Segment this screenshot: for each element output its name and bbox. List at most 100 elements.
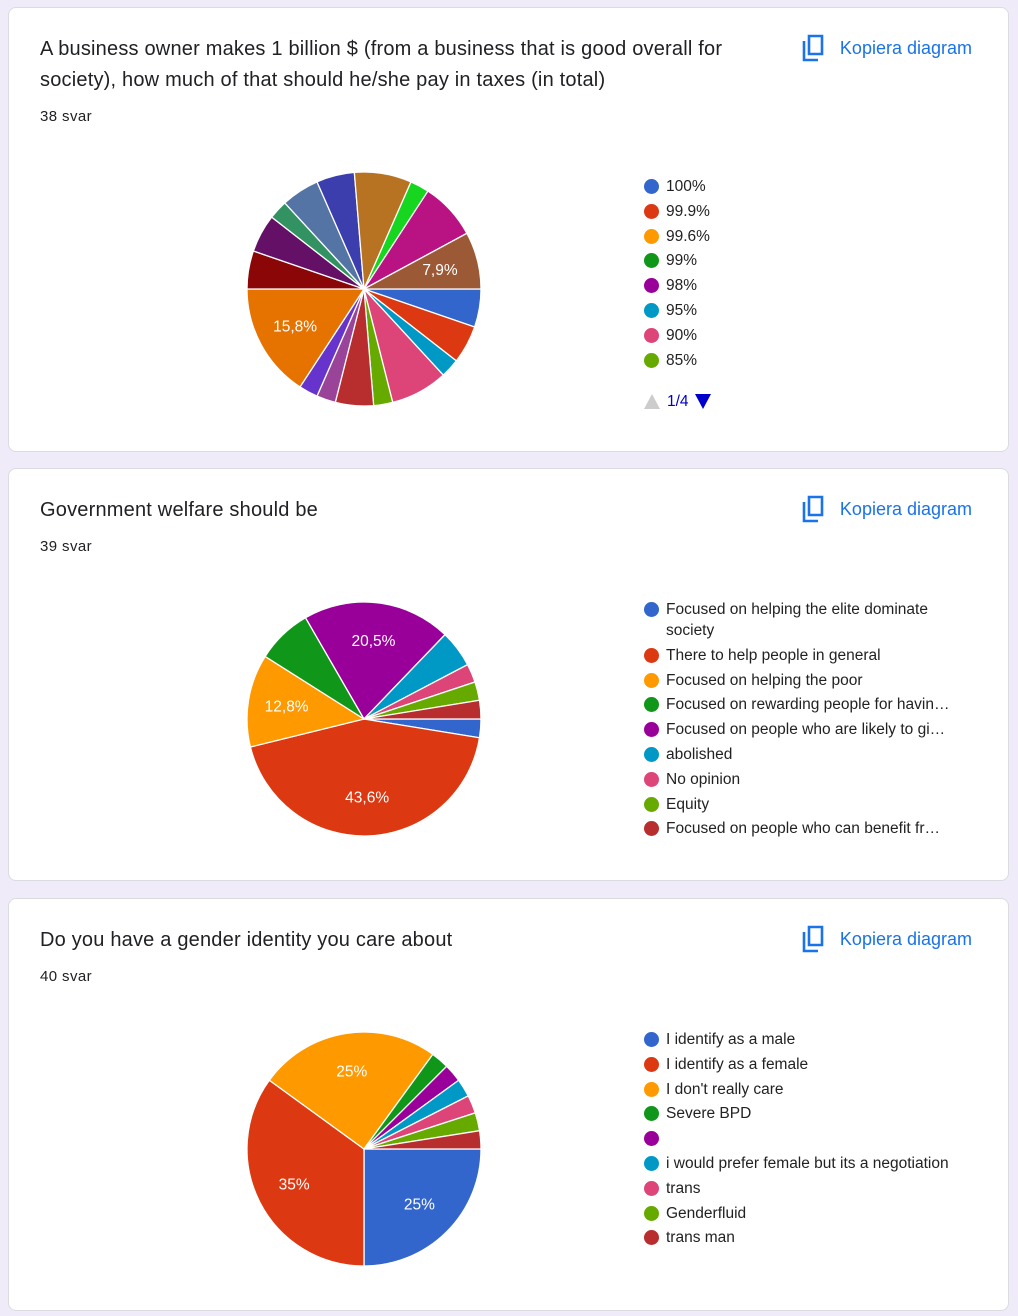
legend-label: 99.9%	[666, 202, 710, 220]
legend-item[interactable]: 99.9%	[643, 201, 973, 222]
legend-label: trans	[666, 1179, 701, 1197]
pie-slice[interactable]	[268, 1031, 434, 1150]
chart-legend: I identify as a male I identify as a fema…	[643, 1029, 973, 1252]
legend-item[interactable]: There to help people in general	[643, 645, 973, 666]
legend-item[interactable]: 99.6%	[643, 226, 973, 247]
pie-slice[interactable]	[249, 718, 481, 837]
slice-data-label: 15,8%	[273, 318, 317, 335]
legend-color-icon	[644, 278, 659, 294]
legend-label: Equity	[666, 795, 710, 813]
legend-item[interactable]: I identify as a female	[643, 1054, 973, 1075]
legend-item[interactable]: I identify as a male	[643, 1029, 973, 1050]
legend-color-icon	[644, 1180, 659, 1196]
legend-label: I don't really care	[666, 1080, 784, 1098]
legend-label: Focused on people who can benefit fr…	[666, 820, 941, 838]
response-count: 40 svar	[40, 968, 92, 985]
legend-label: I identify as a male	[666, 1031, 796, 1048]
legend-label: 85%	[666, 351, 698, 369]
legend-color-icon	[644, 1230, 659, 1246]
legend-color-icon	[644, 228, 659, 244]
question-title: A business owner makes 1 billion $ (from…	[40, 38, 723, 91]
slice-data-label: 25%	[336, 1064, 367, 1081]
question-card: Government welfare should be 39 svar Kop…	[8, 468, 1009, 881]
legend-color-icon	[644, 253, 659, 269]
question-card: A business owner makes 1 billion $ (from…	[8, 7, 1009, 452]
legend-item[interactable]	[643, 1128, 973, 1149]
legend-item[interactable]: i would prefer female but its a negotiat…	[643, 1153, 973, 1174]
legend-label: 98%	[666, 277, 698, 295]
legend-item[interactable]: trans man	[643, 1227, 973, 1248]
legend-label: I identify as a female	[666, 1055, 809, 1073]
legend-item[interactable]: Focused on helping the elite dominate so…	[643, 599, 973, 641]
chart-legend: Focused on helping the elite dominate so…	[643, 599, 973, 843]
legend-label: Genderfluid	[666, 1204, 747, 1222]
slice-data-label: 7,9%	[422, 262, 458, 279]
legend-color-icon	[644, 1205, 659, 1221]
legend-color-icon	[644, 1131, 659, 1147]
copy-icon	[802, 925, 824, 953]
legend-item[interactable]: Equity	[643, 794, 973, 815]
legend-label: 95%	[666, 301, 698, 319]
copy-chart-button[interactable]: Kopiera diagram	[802, 495, 972, 523]
slice-data-label: 25%	[404, 1196, 435, 1213]
legend-item[interactable]: Severe BPD	[643, 1103, 973, 1124]
pie-chart: 25% 35% 25%	[246, 1031, 482, 1267]
legend-item[interactable]: trans	[643, 1178, 973, 1199]
legend-color-icon	[644, 602, 659, 617]
legend-item[interactable]: 85%	[643, 350, 973, 371]
legend-color-icon	[644, 771, 659, 787]
pie-slice[interactable]	[246, 288, 366, 388]
response-count: 38 svar	[40, 108, 92, 125]
legend-item[interactable]: 100%	[643, 176, 973, 197]
legend-item[interactable]: Focused on people who are likely to gi…	[643, 719, 973, 740]
copy-chart-label: Kopiera diagram	[839, 37, 972, 58]
pie-slice[interactable]	[363, 232, 482, 290]
legend-color-icon	[644, 302, 659, 318]
pie-slice[interactable]	[363, 699, 482, 720]
copy-chart-button[interactable]: Kopiera diagram	[802, 34, 972, 62]
legend-item[interactable]: No opinion	[643, 769, 973, 790]
legend-label: Focused on helping the elite dominate so…	[666, 601, 928, 639]
legend-pager: 1/4	[643, 393, 973, 411]
legend-item[interactable]: abolished	[643, 744, 973, 765]
legend-color-icon	[644, 821, 659, 837]
question-card: Do you have a gender identity you care a…	[8, 898, 1009, 1311]
legend-item[interactable]: 98%	[643, 275, 973, 296]
pie-slice[interactable]	[304, 601, 446, 721]
chart-legend: 100% 99.9% 99.6% 99% 98% 95% 90% 85% 1/4	[643, 176, 973, 411]
legend-color-icon	[644, 1081, 659, 1097]
slice-data-label: 20,5%	[351, 633, 395, 650]
legend-label: trans man	[666, 1229, 735, 1247]
legend-color-icon	[644, 1056, 659, 1072]
previous-page-icon[interactable]	[644, 394, 660, 410]
legend-label: 100%	[666, 178, 706, 195]
legend-color-icon	[644, 697, 659, 713]
legend-color-icon	[644, 1106, 659, 1122]
legend-color-icon	[644, 1155, 659, 1171]
legend-item[interactable]: I don't really care	[643, 1079, 973, 1100]
legend-item[interactable]: 90%	[643, 325, 973, 346]
slice-data-label: 35%	[279, 1177, 310, 1194]
question-title: Do you have a gender identity you care a…	[40, 929, 453, 951]
legend-color-icon	[644, 203, 659, 219]
legend-item[interactable]: Genderfluid	[643, 1203, 973, 1224]
pie-chart: 15,8% 7,9%	[246, 171, 482, 407]
legend-item[interactable]: 95%	[643, 300, 973, 321]
pie-slice[interactable]	[363, 1129, 482, 1150]
copy-chart-label: Kopiera diagram	[839, 498, 972, 519]
copy-chart-label: Kopiera diagram	[839, 928, 972, 949]
pie-slice[interactable]	[246, 655, 366, 748]
legend-item[interactable]: Focused on people who can benefit fr…	[643, 818, 973, 839]
slice-data-label: 12,8%	[265, 698, 309, 715]
pie-slice[interactable]	[363, 1148, 482, 1267]
legend-label: Focused on helping the poor	[666, 671, 863, 689]
legend-item[interactable]: Focused on helping the poor	[643, 670, 973, 691]
legend-label: No opinion	[666, 770, 741, 788]
next-page-icon[interactable]	[694, 394, 711, 410]
legend-item[interactable]: Focused on rewarding people for havin…	[643, 694, 973, 715]
legend-item[interactable]: 99%	[643, 250, 973, 271]
copy-chart-button[interactable]: Kopiera diagram	[802, 925, 972, 953]
legend-label: 99.6%	[666, 227, 710, 245]
pie-slice[interactable]	[246, 1079, 365, 1267]
legend-color-icon	[644, 796, 659, 812]
